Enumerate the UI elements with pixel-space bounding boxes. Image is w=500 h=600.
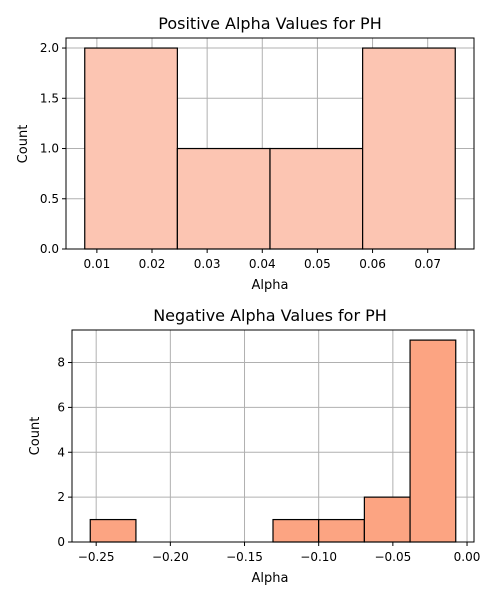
y-tick-label: 8 (57, 356, 65, 370)
histogram-bar (362, 47, 456, 250)
x-tick-label: 0.06 (359, 257, 386, 271)
x-tick-label: 0.05 (304, 257, 331, 271)
histogram-bar (269, 147, 364, 250)
y-tick-label: 1.0 (40, 142, 59, 156)
x-tick-label: 0.01 (84, 257, 111, 271)
histogram-bar (84, 47, 178, 250)
y-axis-label: Count (16, 125, 31, 164)
x-tick-label: −0.25 (78, 550, 115, 564)
x-tick-label: −0.15 (226, 550, 263, 564)
x-tick-label: 0.02 (139, 257, 166, 271)
y-axis-ticks: 0 2 4 6 8 (57, 356, 72, 549)
y-tick-label: 1.5 (40, 91, 59, 105)
x-axis-ticks: 0.01 0.02 0.03 0.04 0.05 0.06 0.07 (84, 249, 441, 271)
bars (89, 339, 457, 543)
histogram-bar (176, 147, 271, 250)
negative-alpha-histogram: Negative Alpha Values for PH Alpha Count… (28, 306, 480, 586)
y-tick-label: 2.0 (40, 41, 59, 55)
histogram-bar (363, 496, 411, 543)
x-tick-label: 0.07 (414, 257, 441, 271)
y-axis-ticks: 0.0 0.5 1.0 1.5 2.0 (40, 41, 66, 256)
y-tick-label: 0.5 (40, 192, 59, 206)
x-axis-ticks: −0.25 −0.20 −0.15 −0.10 −0.05 0.00 (78, 542, 481, 564)
chart-title: Positive Alpha Values for PH (158, 14, 381, 33)
x-tick-label: −0.10 (300, 550, 337, 564)
x-tick-label: 0.04 (249, 257, 276, 271)
x-tick-label: −0.20 (152, 550, 189, 564)
plot-frame (65, 37, 475, 250)
plot-frame (71, 329, 475, 543)
y-tick-label: 0.0 (40, 242, 59, 256)
histogram-bar (409, 339, 457, 543)
x-tick-label: −0.05 (374, 550, 411, 564)
x-axis-label: Alpha (252, 278, 289, 293)
x-axis-label: Alpha (252, 571, 289, 586)
y-tick-label: 4 (57, 445, 65, 459)
x-tick-label: 0.03 (194, 257, 221, 271)
histogram-bar (272, 518, 320, 543)
chart-title: Negative Alpha Values for PH (153, 306, 387, 325)
y-tick-label: 2 (57, 490, 65, 504)
positive-alpha-histogram: Positive Alpha Values for PH Alpha Count… (16, 14, 475, 293)
histogram-bar (89, 518, 137, 543)
histogram-bar (318, 518, 365, 543)
y-axis-label: Count (28, 417, 43, 456)
y-tick-label: 6 (57, 400, 65, 414)
y-tick-label: 0 (57, 535, 65, 549)
bars (84, 47, 456, 250)
x-tick-label: 0.00 (454, 550, 481, 564)
